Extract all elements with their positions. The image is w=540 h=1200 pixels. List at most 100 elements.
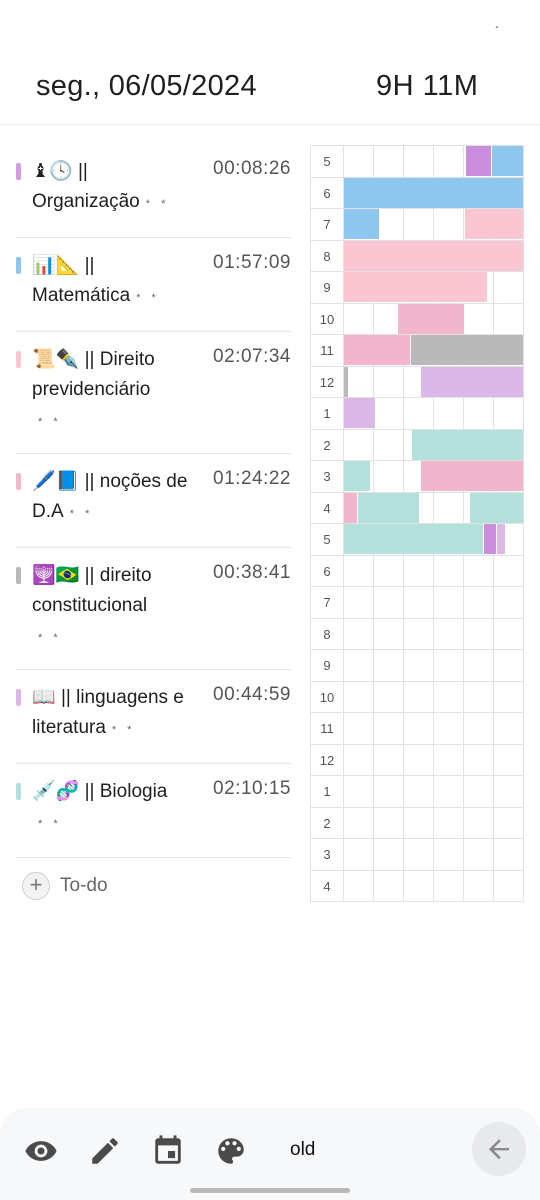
timeline-row[interactable]: 6 — [310, 554, 524, 586]
timeline-row[interactable]: 2 — [310, 428, 524, 460]
timeline-cell[interactable] — [463, 712, 493, 744]
time-block[interactable] — [464, 209, 523, 239]
timeline-row[interactable]: 11 — [310, 712, 524, 744]
timeline-cell[interactable] — [343, 554, 373, 586]
timeline-cell[interactable] — [433, 775, 463, 807]
timeline-cell[interactable] — [433, 680, 463, 712]
timeline-row[interactable]: 5 — [310, 145, 524, 177]
timeline-cell[interactable] — [373, 428, 403, 460]
old-button[interactable]: old — [290, 1139, 316, 1160]
time-block[interactable] — [421, 366, 523, 397]
timeline-cell[interactable] — [373, 617, 403, 649]
time-block[interactable] — [421, 461, 523, 491]
timeline-cell[interactable] — [343, 145, 373, 177]
timeline-cell[interactable] — [343, 302, 373, 334]
time-block[interactable] — [344, 461, 370, 491]
timeline-cell[interactable] — [433, 743, 463, 775]
eye-icon[interactable] — [24, 1134, 58, 1168]
timeline-cell[interactable] — [373, 397, 403, 429]
timeline-cell[interactable] — [433, 649, 463, 681]
timeline-cell[interactable] — [343, 806, 373, 838]
timeline-cell[interactable] — [343, 397, 373, 429]
timeline-row[interactable]: 10 — [310, 680, 524, 712]
timeline-row[interactable]: 4 — [310, 491, 524, 523]
timeline-row[interactable]: 3 — [310, 460, 524, 492]
back-button[interactable] — [472, 1122, 526, 1176]
timeline-row[interactable]: 8 — [310, 617, 524, 649]
timeline-cell[interactable] — [463, 775, 493, 807]
timeline-cell[interactable] — [493, 680, 523, 712]
time-block[interactable] — [484, 524, 496, 554]
time-block[interactable] — [398, 303, 464, 334]
time-block[interactable] — [497, 524, 505, 554]
pencil-icon[interactable] — [88, 1134, 122, 1168]
time-block[interactable] — [344, 177, 523, 208]
timeline-cell[interactable] — [343, 460, 373, 492]
timeline-cell[interactable] — [343, 334, 373, 366]
timeline-cell[interactable] — [343, 271, 373, 303]
timeline-cell[interactable] — [343, 491, 373, 523]
timeline-cell[interactable] — [343, 428, 373, 460]
timeline-cell[interactable] — [463, 397, 493, 429]
timeline-cell[interactable] — [403, 586, 433, 618]
time-block[interactable] — [358, 492, 419, 523]
timeline-cell[interactable] — [343, 712, 373, 744]
timeline-cell[interactable] — [463, 145, 493, 177]
timeline-cell[interactable] — [343, 617, 373, 649]
timeline-cell[interactable] — [493, 743, 523, 775]
time-block[interactable] — [344, 272, 487, 302]
time-block[interactable] — [410, 335, 523, 365]
timeline-cell[interactable] — [493, 712, 523, 744]
timeline-cell[interactable] — [403, 775, 433, 807]
timeline-row[interactable]: 6 — [310, 176, 524, 208]
task-item[interactable]: 🕎🇧🇷 || direito constitucional * * 00:38:4… — [16, 548, 291, 670]
calendar-icon[interactable] — [151, 1134, 185, 1168]
timeline-cell[interactable] — [493, 649, 523, 681]
timeline-cell[interactable] — [373, 869, 403, 901]
timeline-row[interactable]: 5 — [310, 523, 524, 555]
timeline-cell[interactable] — [373, 145, 403, 177]
timeline-cell[interactable] — [373, 743, 403, 775]
task-item[interactable]: 🖊️📘 || noções de D.A * * 01:24:22 — [16, 454, 291, 548]
timeline-cell[interactable] — [433, 838, 463, 870]
time-block[interactable] — [344, 492, 358, 523]
timeline-cell[interactable] — [493, 397, 523, 429]
timeline-cell[interactable] — [493, 271, 523, 303]
time-block[interactable] — [344, 398, 376, 428]
timeline-cell[interactable] — [373, 680, 403, 712]
timeline-row[interactable]: 1 — [310, 775, 524, 807]
timeline-cell[interactable] — [403, 365, 433, 397]
timeline-cell[interactable] — [463, 869, 493, 901]
timeline-cell[interactable] — [493, 869, 523, 901]
timeline-cell[interactable] — [403, 428, 433, 460]
timeline-cell[interactable] — [463, 743, 493, 775]
task-item[interactable]: 📊📐 || Matemática * * 01:57:09 — [16, 238, 291, 332]
timeline-cell[interactable] — [343, 743, 373, 775]
timeline-cell[interactable] — [433, 712, 463, 744]
timeline-cell[interactable] — [403, 460, 433, 492]
timeline-cell[interactable] — [463, 302, 493, 334]
timeline-cell[interactable] — [343, 523, 373, 555]
timeline-cell[interactable] — [403, 806, 433, 838]
timeline-cell[interactable] — [403, 838, 433, 870]
timeline-cell[interactable] — [343, 176, 373, 208]
timeline-cell[interactable] — [493, 838, 523, 870]
timeline-row[interactable]: 9 — [310, 649, 524, 681]
time-block[interactable] — [344, 209, 379, 239]
timeline-row[interactable]: 11 — [310, 334, 524, 366]
timeline-cell[interactable] — [433, 145, 463, 177]
timeline-cell[interactable] — [463, 586, 493, 618]
palette-icon[interactable] — [214, 1134, 248, 1168]
timeline-row[interactable]: 1 — [310, 397, 524, 429]
timeline-row[interactable]: 4 — [310, 869, 524, 901]
timeline-row[interactable]: 2 — [310, 806, 524, 838]
timeline-cell[interactable] — [403, 554, 433, 586]
time-block[interactable] — [344, 240, 523, 271]
timeline-cell[interactable] — [343, 775, 373, 807]
timeline-row[interactable]: 12 — [310, 743, 524, 775]
timeline-cell[interactable] — [463, 208, 493, 240]
timeline-cell[interactable] — [343, 239, 373, 271]
timeline-cell[interactable] — [433, 617, 463, 649]
timeline-cell[interactable] — [343, 365, 373, 397]
timeline-cell[interactable] — [343, 869, 373, 901]
